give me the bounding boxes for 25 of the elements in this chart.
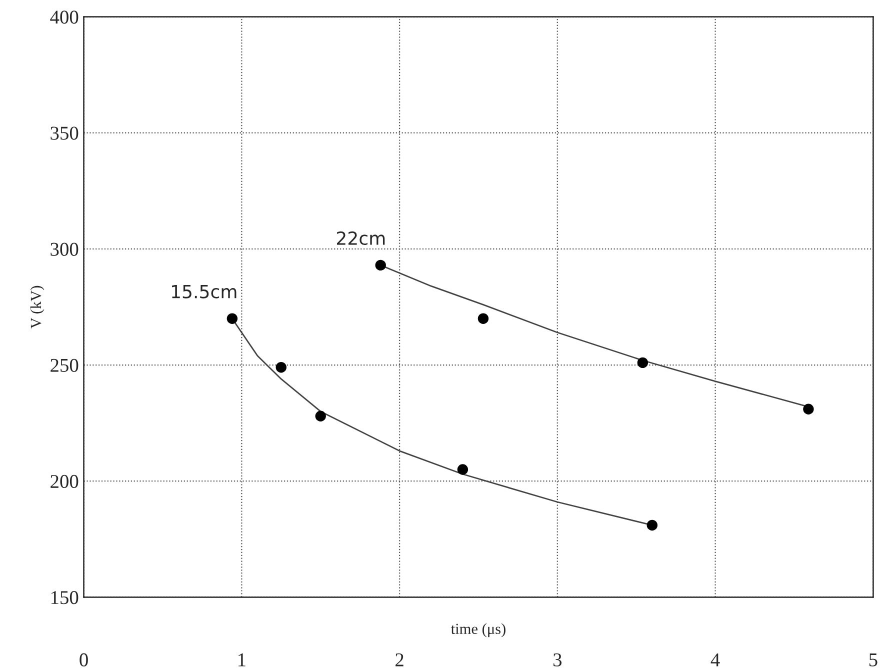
x-tick-label: 5 bbox=[869, 654, 878, 666]
y-tick-label: 350 bbox=[50, 126, 78, 140]
point bbox=[457, 464, 468, 475]
point bbox=[276, 362, 286, 373]
point bbox=[637, 357, 648, 368]
y-axis-title: V (kV) bbox=[30, 286, 44, 329]
x-tick-label: 2 bbox=[396, 653, 404, 666]
x-tick-label: 0 bbox=[80, 653, 88, 666]
point bbox=[803, 404, 814, 414]
x-tick-label: 1 bbox=[238, 653, 246, 666]
y-tick-label: 150 bbox=[51, 591, 78, 604]
point bbox=[646, 520, 658, 531]
x-axis-title: time (μs) bbox=[450, 623, 506, 638]
y-tick-label: 400 bbox=[50, 10, 78, 24]
y-tick-label: 300 bbox=[50, 242, 78, 256]
x-tick-label: 4 bbox=[710, 653, 720, 666]
y-tick-label: 250 bbox=[50, 358, 78, 372]
series-label: 15.5cm bbox=[172, 285, 236, 298]
series-label: 22cm bbox=[336, 231, 385, 246]
point bbox=[315, 410, 326, 422]
x-tick-label: 3 bbox=[553, 653, 562, 666]
point bbox=[226, 313, 238, 324]
point bbox=[375, 260, 386, 271]
y-tick-label: 200 bbox=[50, 474, 78, 488]
point bbox=[478, 313, 489, 324]
